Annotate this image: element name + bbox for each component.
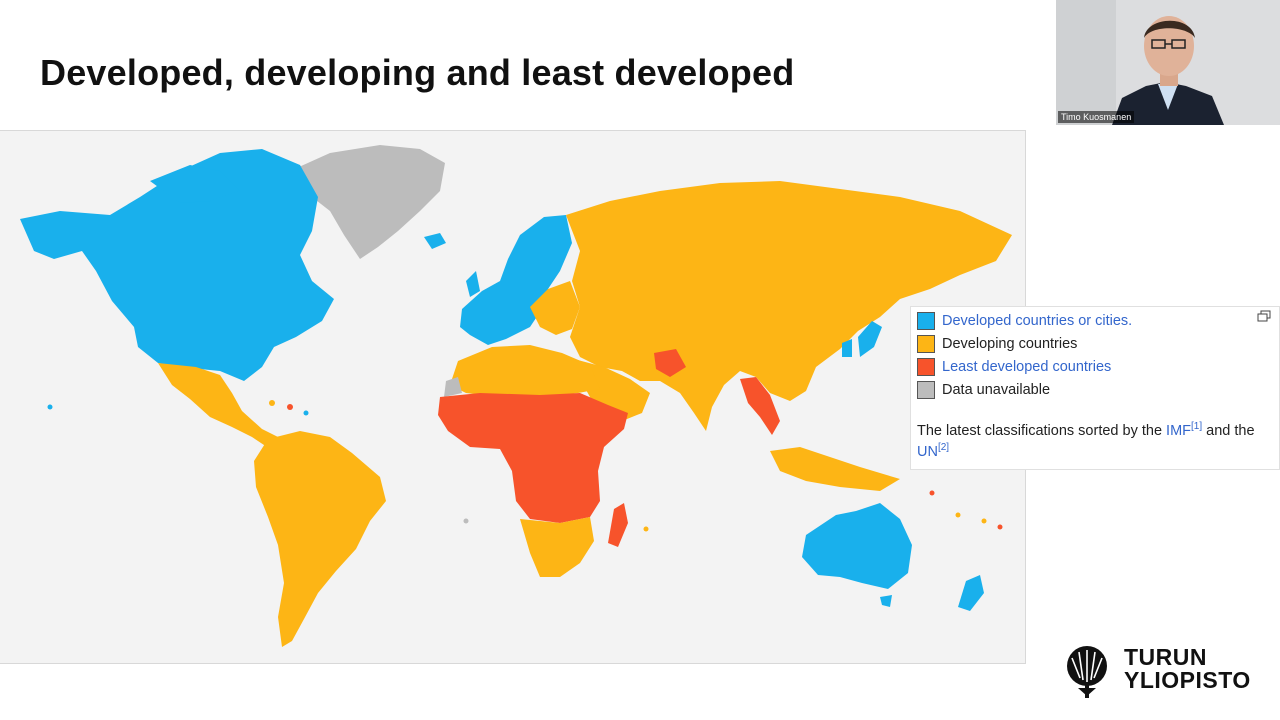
map-region-western-europe bbox=[460, 215, 572, 345]
map-region-se-asia bbox=[770, 447, 900, 491]
legend-item-developing: Developing countries bbox=[917, 332, 1132, 355]
map-region-eastern-europe bbox=[530, 281, 580, 335]
legend-label-unavailable: Data unavailable bbox=[942, 381, 1051, 398]
legend-swatch-developed bbox=[917, 311, 935, 330]
map-region-north-africa bbox=[450, 345, 600, 397]
legend-item-least-developed: Least developed countries bbox=[917, 355, 1132, 378]
map-region-uk bbox=[466, 271, 480, 297]
map-region-western-sahara bbox=[444, 377, 462, 397]
world-map bbox=[0, 130, 1026, 664]
caption-text-middle: and the bbox=[1202, 423, 1255, 439]
slide-title: Developed, developing and least develope… bbox=[40, 52, 795, 93]
map-region-korea bbox=[842, 339, 852, 357]
university-logo: TURUN YLIOPISTO bbox=[1060, 642, 1260, 702]
map-region-north-america bbox=[20, 149, 334, 381]
map-region-madagascar bbox=[608, 503, 628, 547]
legend-swatch-developing bbox=[917, 334, 935, 353]
map-region-arctic-islands bbox=[150, 165, 240, 203]
logo-line-2: YLIOPISTO bbox=[1124, 667, 1251, 693]
map-region-tasmania bbox=[880, 595, 892, 607]
legend-link-least-developed[interactable]: Least developed countries bbox=[942, 358, 1112, 375]
map-region-greenland bbox=[290, 145, 445, 259]
legend-item-developed: Developed countries or cities. bbox=[917, 309, 1132, 332]
map-region-new-zealand bbox=[958, 575, 984, 611]
legend-label-developing: Developing countries bbox=[942, 335, 1078, 352]
map-region-australia bbox=[802, 503, 912, 589]
world-map-graphic bbox=[20, 145, 1012, 647]
legend-swatch-unavailable bbox=[917, 380, 935, 399]
map-region-myanmar bbox=[740, 377, 780, 435]
map-region-south-america bbox=[254, 431, 386, 647]
map-region-iceland bbox=[424, 233, 446, 249]
legend-swatch-least-developed bbox=[917, 357, 935, 376]
map-region-japan bbox=[858, 321, 882, 357]
legend-link-developed[interactable]: Developed countries or cities. bbox=[942, 312, 1133, 329]
legend-item-unavailable: Data unavailable bbox=[917, 378, 1132, 401]
caption-text-prefix: The latest classifications sorted by the bbox=[917, 423, 1167, 439]
university-wordmark: TURUN YLIOPISTO bbox=[1124, 646, 1251, 692]
logo-line-1: TURUN bbox=[1124, 644, 1207, 670]
map-region-central-africa bbox=[438, 393, 628, 523]
map-legend: Developed countries or cities. Developin… bbox=[910, 306, 1280, 470]
un-link[interactable]: UN bbox=[917, 444, 938, 460]
map-region-afghanistan bbox=[654, 349, 686, 377]
university-emblem-icon bbox=[1067, 646, 1107, 698]
imf-link[interactable]: IMF bbox=[1166, 423, 1192, 439]
legend-caption: The latest classifications sorted by the… bbox=[917, 421, 1267, 463]
expand-icon[interactable] bbox=[1257, 310, 1271, 322]
legend-list: Developed countries or cities. Developin… bbox=[917, 309, 1132, 401]
map-region-southern-africa bbox=[520, 517, 594, 577]
map-region-central-america bbox=[158, 363, 282, 449]
participant-video[interactable]: Timo Kuosmanen bbox=[1056, 0, 1280, 125]
imf-reference-link[interactable]: [1] bbox=[1191, 421, 1203, 433]
participant-avatar bbox=[1056, 0, 1280, 125]
un-reference-link[interactable]: [2] bbox=[937, 442, 950, 454]
participant-name: Timo Kuosmanen bbox=[1058, 111, 1135, 123]
